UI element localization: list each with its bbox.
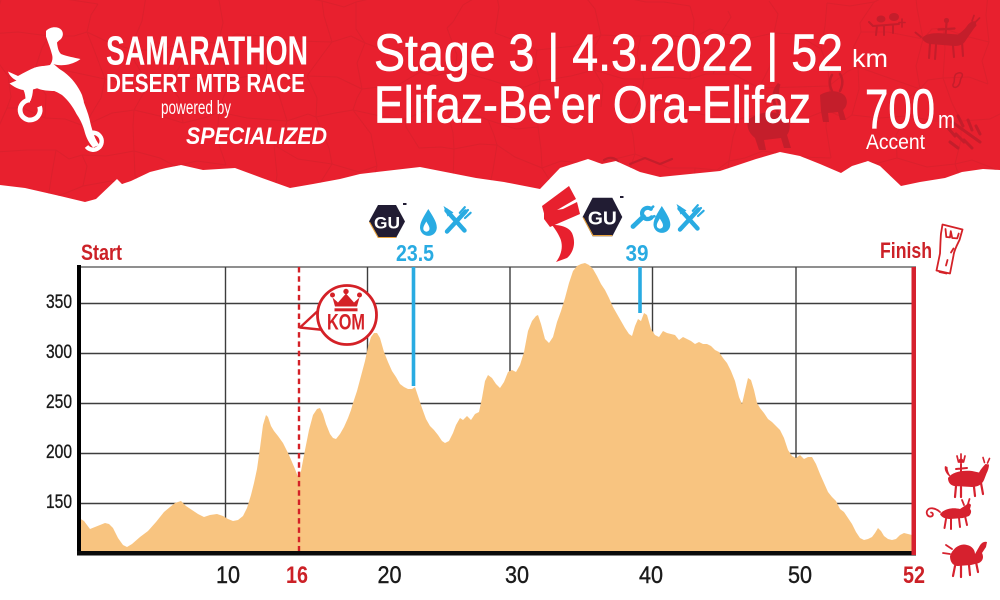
- svg-text:200: 200: [46, 442, 72, 463]
- svg-text:23.5: 23.5: [396, 240, 434, 266]
- svg-text:700: 700: [865, 77, 935, 140]
- svg-text:DESERT MTB RACE: DESERT MTB RACE: [106, 68, 305, 98]
- svg-text:m: m: [938, 107, 955, 134]
- svg-text:KOM: KOM: [327, 310, 365, 335]
- svg-text:250: 250: [46, 392, 72, 413]
- svg-text:km: km: [852, 45, 888, 73]
- svg-text:Finish: Finish: [880, 238, 932, 263]
- svg-text:20: 20: [378, 562, 402, 589]
- svg-text:350: 350: [46, 292, 72, 313]
- svg-text:Accent: Accent: [866, 131, 925, 154]
- svg-text:Start: Start: [81, 240, 123, 265]
- svg-text:powered by: powered by: [161, 98, 231, 119]
- svg-text:50: 50: [788, 562, 812, 589]
- svg-text:10: 10: [216, 562, 240, 589]
- svg-text:40: 40: [639, 562, 663, 589]
- svg-text:GU: GU: [374, 214, 400, 233]
- svg-text:Elifaz-Be'er Ora-Elifaz: Elifaz-Be'er Ora-Elifaz: [374, 77, 811, 135]
- svg-text:SAMARATHON: SAMARATHON: [106, 28, 308, 74]
- svg-text:SPECIALIZED: SPECIALIZED: [186, 123, 327, 150]
- svg-text:150: 150: [46, 492, 72, 513]
- svg-text:30: 30: [505, 562, 529, 589]
- svg-text:GU: GU: [588, 208, 617, 229]
- svg-text:300: 300: [46, 342, 72, 363]
- svg-text:16: 16: [286, 562, 308, 589]
- svg-text:52: 52: [903, 562, 925, 589]
- svg-text:39: 39: [626, 240, 649, 266]
- svg-text:Stage 3 | 4.3.2022 | 52: Stage 3 | 4.3.2022 | 52: [374, 25, 843, 83]
